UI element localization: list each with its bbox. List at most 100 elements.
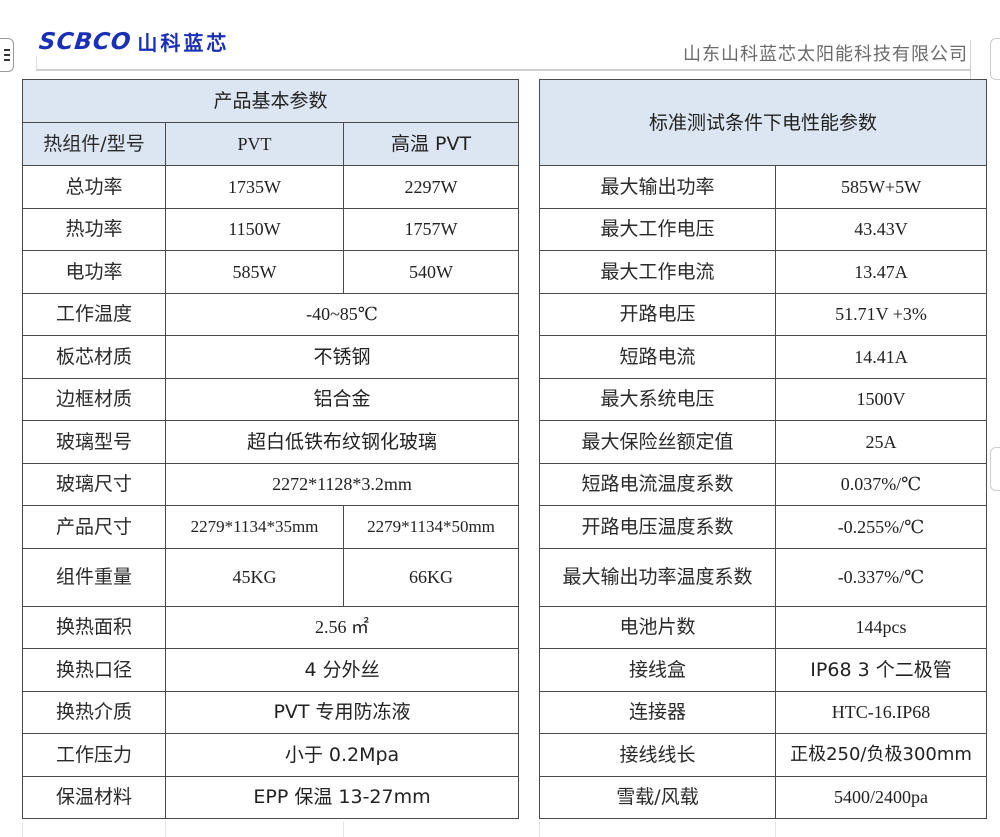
cell-value: 正极250/负极300mm [774,733,988,777]
table-row: 最大工作电流 13.47A [539,250,988,294]
row-label: 玻璃型号 [22,420,166,464]
table-row: 板芯材质 不锈钢 [22,335,520,379]
row-label: 玻璃尺寸 [22,462,166,506]
table-row: 最大输出功率温度系数 -0.337%/℃ [539,547,988,607]
side-panel-handle[interactable] [990,38,1000,80]
row-label: 总功率 [22,165,166,209]
table-row: 最大保险丝额定值 25A [539,420,988,464]
cell-value: 2272*1128*3.2mm [164,462,520,506]
trailing-gridline [775,822,776,837]
trailing-gridline [343,822,344,837]
table-row: 玻璃型号 超白低铁布纹钢化玻璃 [22,420,520,464]
table-row: 短路电流 14.41A [539,335,988,379]
table-row: 最大输出功率 585W+5W [539,165,988,209]
cell-value: 1735W [165,165,344,209]
cell-value: 4 分外丝 [164,648,520,692]
cell-value: 2.56 ㎡ [164,605,520,649]
cell-value: IP68 3 个二极管 [774,648,988,692]
cell-value: 51.71V +3% [774,292,988,336]
cell-value: 144pcs [774,605,988,649]
row-label: 换热口径 [22,648,166,692]
side-panel-handle-lower[interactable] [990,447,1000,491]
header-divider-right [970,40,971,80]
cell-value: 2279*1134*50mm [342,505,520,549]
table-row: 接线线长 正极250/负极300mm [539,733,988,777]
table-row: 开路电压温度系数 -0.255%/℃ [539,505,988,549]
cell-value: 45KG [165,547,344,607]
cell-value: 25A [774,420,988,464]
logo-chinese-text: 山科蓝芯 [137,31,230,55]
column-header-model: 热组件/型号 [22,122,166,166]
row-label: 组件重量 [22,547,166,607]
cell-value: -0.255%/℃ [774,505,988,549]
table-row: 产品尺寸 2279*1134*35mm 2279*1134*50mm [22,505,520,549]
table-row: 雪载/风载 5400/2400pa [539,775,988,819]
row-label: 工作压力 [22,733,166,777]
table-row: 短路电流温度系数 0.037%/℃ [539,462,988,506]
electrical-performance-table: 标准测试条件下电性能参数 最大输出功率 585W+5W 最大工作电压 43.43… [538,79,988,819]
row-label: 工作温度 [22,292,166,336]
row-label: 边框材质 [22,377,166,421]
cell-value: 585W [165,250,344,294]
cell-value: 不锈钢 [164,335,520,379]
trailing-gridline [22,822,23,837]
cell-value: 小于 0.2Mpa [164,733,520,777]
row-label: 最大输出功率 [539,165,776,209]
cell-value: 1757W [342,207,520,251]
cell-value: 585W+5W [774,165,988,209]
cell-value: 540W [342,250,520,294]
row-label: 连接器 [539,690,776,734]
company-logo: SCBCO 山科蓝芯 [37,27,230,56]
row-label: 最大工作电压 [539,207,776,251]
table-row: 电功率 585W 540W [22,250,520,294]
menu-icon [4,54,10,56]
table-title: 标准测试条件下电性能参数 [538,79,988,166]
cell-value: -0.337%/℃ [774,547,988,607]
cell-value: 超白低铁布纹钢化玻璃 [164,420,520,464]
column-header-pvt: PVT [165,122,344,166]
row-label: 电池片数 [539,605,776,649]
header-divider-left [36,56,37,70]
table-row: 换热介质 PVT 专用防冻液 [22,690,520,734]
cell-value: 43.43V [774,207,988,251]
table-row: 工作压力 小于 0.2Mpa [22,733,520,777]
logo-latin-text: SCBCO [37,28,133,55]
table-row: 组件重量 45KG 66KG [22,547,520,607]
cell-value: 2297W [342,165,520,209]
company-name: 山东山科蓝芯太阳能科技有限公司 [683,44,968,65]
side-menu-button[interactable] [0,38,14,72]
row-label: 最大输出功率温度系数 [539,547,776,607]
row-label: 保温材料 [22,775,166,819]
table-row: 换热口径 4 分外丝 [22,648,520,692]
column-header-high-temp-pvt: 高温 PVT [342,122,520,166]
cell-value: 5400/2400pa [774,775,988,819]
row-label: 换热介质 [22,690,166,734]
cell-value: EPP 保温 13-27mm [164,775,520,819]
table-row: 电池片数 144pcs [539,605,988,649]
product-basic-params-table: 产品基本参数 热组件/型号 PVT 高温 PVT 总功率 1735W 2297W… [21,79,520,819]
cell-value: 铝合金 [164,377,520,421]
table-row: 最大工作电压 43.43V [539,207,988,251]
table-row: 最大系统电压 1500V [539,377,988,421]
row-label: 板芯材质 [22,335,166,379]
row-label: 雪载/风载 [539,775,776,819]
table-row: 保温材料 EPP 保温 13-27mm [22,775,520,819]
row-label: 最大工作电流 [539,250,776,294]
row-label: 接线线长 [539,733,776,777]
table-row: 总功率 1735W 2297W [22,165,520,209]
row-label: 电功率 [22,250,166,294]
row-label: 短路电流温度系数 [539,462,776,506]
cell-value: -40~85℃ [164,292,520,336]
table-row: 热功率 1150W 1757W [22,207,520,251]
row-label: 最大系统电压 [539,377,776,421]
table-title: 产品基本参数 [21,79,520,123]
cell-value: 14.41A [774,335,988,379]
table-row: 边框材质 铝合金 [22,377,520,421]
cell-value: 1500V [774,377,988,421]
row-label: 开路电压温度系数 [539,505,776,549]
table-row: 工作温度 -40~85℃ [22,292,520,336]
row-label: 短路电流 [539,335,776,379]
row-label: 热功率 [22,207,166,251]
trailing-gridline [165,822,166,837]
table-row: 连接器 HTC-16.IP68 [539,690,988,734]
